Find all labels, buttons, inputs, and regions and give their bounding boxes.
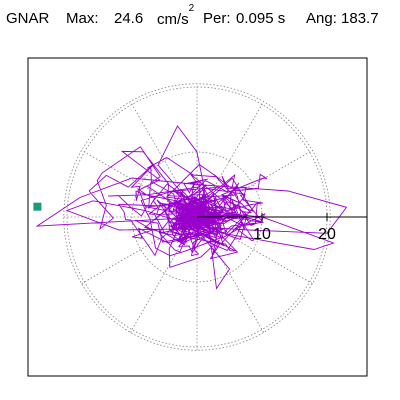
angle-readout: Ang: 183.7 bbox=[306, 10, 379, 27]
radial-tick-label-20: 20 bbox=[318, 226, 336, 243]
motion-trace bbox=[35, 125, 348, 290]
period-label: Per: bbox=[203, 10, 231, 27]
axis-group bbox=[197, 213, 367, 221]
chart-header: GNAR Max: 24.6 cm/s2 Per: 0.095 s Ang: 1… bbox=[0, 3, 400, 40]
radial-tick-labels: 10 20 bbox=[253, 226, 336, 243]
max-unit-base: cm/s bbox=[157, 11, 189, 28]
trace-group bbox=[35, 125, 348, 290]
marker-group bbox=[33, 202, 42, 211]
period-value: 0.095 s bbox=[236, 10, 286, 27]
radial-tick-label-10: 10 bbox=[253, 226, 271, 243]
station-code: GNAR bbox=[6, 10, 50, 27]
max-label: Max: bbox=[66, 10, 99, 27]
max-amplitude-marker bbox=[33, 202, 42, 211]
max-value: 24.6 bbox=[114, 10, 144, 27]
max-unit: cm/s2 bbox=[157, 3, 194, 28]
max-unit-exponent: 2 bbox=[188, 3, 195, 14]
